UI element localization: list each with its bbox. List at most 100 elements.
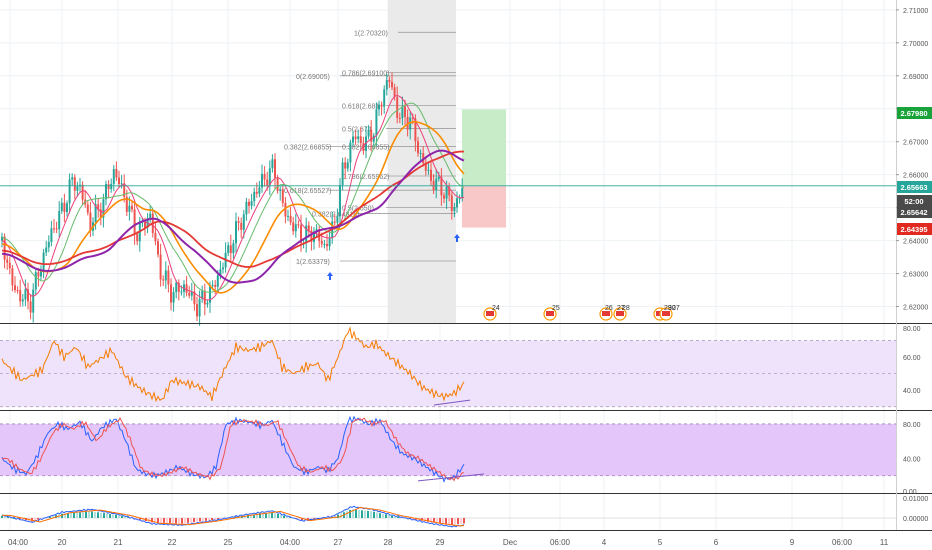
macd-bar [94,511,96,518]
candle-body [242,214,245,230]
ma-purple [1,149,465,284]
macd-bar [328,517,330,518]
candle-body [320,240,323,245]
price-badge-label: 2.65663 [900,183,927,192]
candle-body [294,224,297,232]
candle-body [281,189,284,203]
price-badge-label: 2.67980 [900,109,927,118]
candle-body [167,270,170,285]
price-badge: 2.67980 [897,107,932,119]
macd-bar [64,513,66,518]
time-tick-label: 5 [658,538,663,547]
candle-body [170,284,172,303]
price-tick-label: 2.64000 [903,239,928,246]
candle-body [19,290,22,302]
candle-body [37,272,40,277]
candle-body [53,228,55,230]
candle-body [115,169,118,178]
candle-body [97,204,100,210]
candle-body [359,136,362,144]
candle-body [406,116,409,130]
ma-fast [1,95,465,301]
candle-body [445,186,448,199]
candle-body [196,304,198,317]
macd-bar [391,515,393,518]
macd-bar [187,518,189,523]
candle-body [323,243,326,245]
macd-bar [457,518,459,525]
macd-bar [85,511,87,518]
candle-body [185,284,188,293]
candle-body [378,104,380,110]
macd-bar [427,518,429,522]
candle-body [128,205,131,212]
macd-bar [277,514,279,518]
macd-bar [208,518,210,521]
time-tick-label: Dec [503,538,517,547]
candle-body [29,301,32,313]
macd-bar [412,518,414,520]
candle-body [201,290,204,300]
candle-body [305,225,308,243]
flag-icon [486,311,494,316]
macd-bar [445,518,447,524]
candle-body [125,196,128,212]
candle-body [50,228,53,243]
macd-bar [352,509,354,518]
macd-bar [337,514,339,518]
macd-bar [394,516,396,518]
candle-body [448,186,451,196]
macd-bar [136,518,138,520]
macd-bar [19,518,21,520]
candle-body [58,211,61,230]
macd-bar [367,510,369,518]
macd-tick-label: 0.01000 [903,496,928,503]
candle-body [118,177,120,185]
candle-body [404,106,406,117]
candle-body [214,284,217,287]
candle-body [14,285,16,291]
macd-bar [31,518,33,522]
macd-bar [49,516,51,518]
candle-body [232,243,235,254]
fib-level-label: 0.618(2.681 [342,103,379,110]
candle-body [352,136,354,143]
price-tick-label: 2.69000 [903,74,928,81]
price-badge: 52:00 [897,195,932,207]
macd-bar [202,518,204,522]
macd-bar [433,518,435,523]
macd-bar [91,511,93,518]
rsi-line [1,326,465,403]
candle-body [274,159,276,178]
macd-bar [373,511,375,518]
macd-bar [214,518,216,520]
candle-body [94,204,97,223]
candle-body [222,267,224,270]
candle-body [21,299,24,302]
time-tick-label: 11 [880,538,889,547]
candle-body [240,222,243,230]
candle-body [248,201,250,206]
candle-body [144,221,146,228]
macd-bar [79,512,81,518]
candle-body [255,191,258,194]
fib-level-label: 0.382(2.64818) [312,212,359,219]
candle-body [443,195,445,199]
macd-bar [160,518,162,523]
candle-body [209,285,211,303]
macd-bar [151,518,153,523]
price-tick-label: 2.63000 [903,272,928,279]
macd-bar [313,518,315,519]
candle-body [396,97,399,118]
macd-bar [169,518,171,524]
candle-body [110,183,113,190]
price-axis: 2.710002.700002.690002.680002.670002.660… [896,8,932,523]
macd-bar [76,512,78,518]
candle-body [175,282,178,293]
fib-level-label: 1(2.70320) [354,30,388,37]
price-badge: 2.64395 [897,223,932,235]
candle-body [383,89,386,107]
candle-body [216,275,219,287]
